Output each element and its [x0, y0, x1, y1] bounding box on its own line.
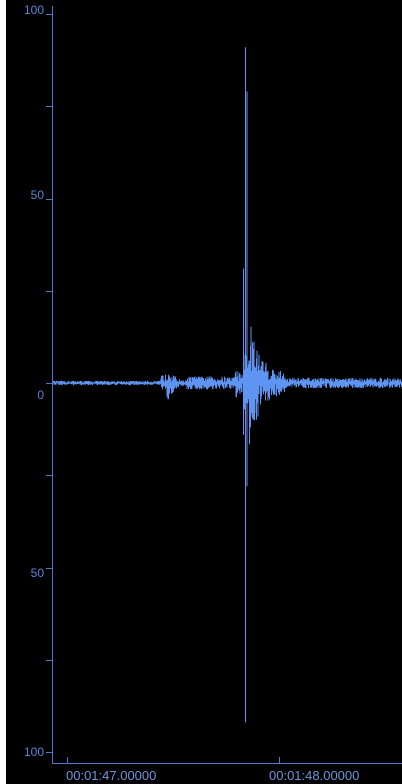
- waveform-trace: [52, 47, 402, 723]
- amplitude-ticks: [46, 14, 52, 753]
- amplitude-tick-label-lower: 50: [30, 566, 44, 580]
- time-ticks: [67, 757, 280, 763]
- amplitude-tick-label-top: 100: [23, 3, 44, 17]
- time-label-second: 00:01:48.00000: [269, 768, 360, 783]
- waveform-plot[interactable]: [6, 0, 402, 784]
- time-label-first: 00:01:47.00000: [66, 768, 157, 783]
- amplitude-tick-label-zero: 0: [37, 388, 44, 402]
- amplitude-tick-label-bottom: 100: [23, 745, 44, 759]
- amplitude-tick-label-upper: 50: [30, 188, 44, 202]
- waveform-view[interactable]: 100 50 0 50 100 00:01:47.00000 00:01:48.…: [6, 0, 402, 784]
